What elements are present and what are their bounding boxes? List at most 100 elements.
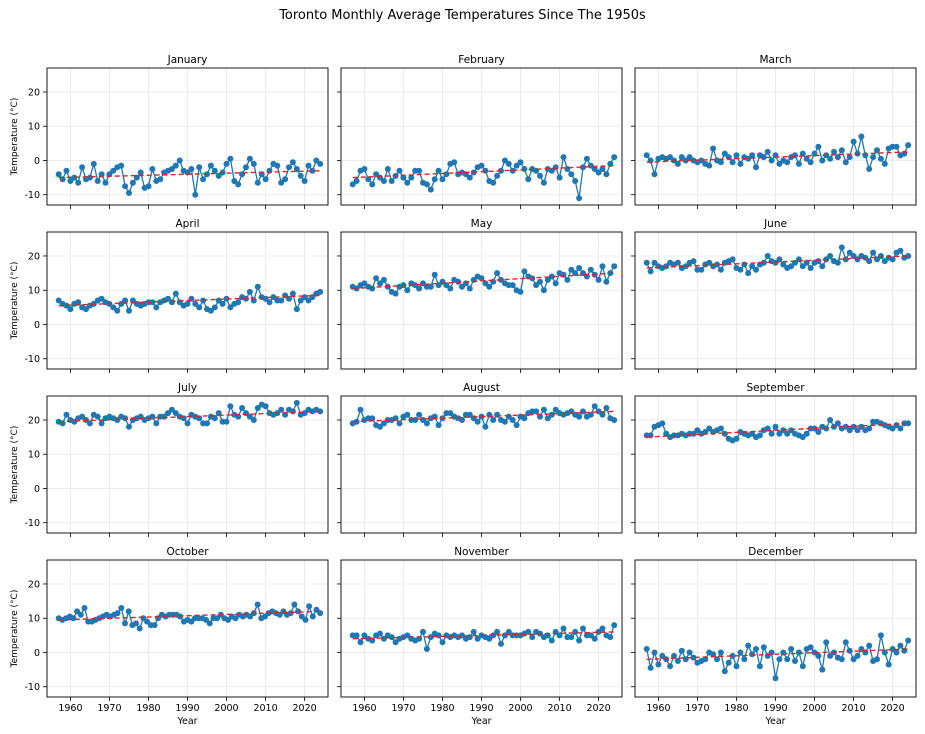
data-point	[889, 425, 896, 432]
x-axis-label: Year	[176, 716, 197, 727]
data-point	[745, 155, 752, 162]
data-point	[807, 265, 814, 271]
data-point	[357, 406, 364, 413]
data-point	[572, 178, 579, 184]
data-point	[505, 160, 512, 167]
data-point	[784, 656, 791, 663]
data-point	[587, 632, 594, 639]
x-tick-label: 2010	[253, 703, 277, 714]
data-point	[556, 174, 563, 181]
x-tick-label: 1970	[97, 703, 121, 714]
x-tick-label: 1990	[175, 703, 199, 714]
y-tick-label: -10	[24, 682, 40, 693]
trend-line	[646, 151, 909, 163]
data-point	[842, 159, 849, 166]
data-point	[815, 258, 822, 265]
data-point	[98, 295, 105, 302]
data-point	[309, 613, 316, 620]
data-point	[227, 304, 234, 311]
data-point	[870, 154, 877, 161]
data-point	[459, 417, 465, 423]
data-point	[63, 411, 70, 418]
data-point	[854, 427, 861, 434]
data-point	[776, 256, 783, 263]
subplot-title: September	[746, 382, 805, 394]
data-point	[846, 154, 853, 161]
data-point	[667, 154, 674, 161]
data-point	[416, 167, 423, 174]
x-tick-label: 1980	[430, 703, 454, 714]
data-point	[651, 649, 658, 656]
data-point	[270, 294, 277, 301]
data-point	[741, 261, 748, 268]
data-point	[643, 259, 650, 266]
data-point	[795, 649, 802, 656]
data-point	[780, 261, 787, 268]
x-tick-label: 2000	[802, 703, 826, 714]
data-point	[753, 164, 759, 171]
data-point	[525, 176, 532, 183]
data-point	[611, 154, 618, 161]
data-point	[94, 413, 101, 420]
y-tick-label: 10	[28, 450, 40, 461]
data-point	[196, 304, 203, 311]
data-point	[118, 300, 125, 307]
data-point	[165, 295, 171, 302]
data-point	[877, 253, 884, 259]
data-point	[671, 652, 677, 659]
data-point	[655, 661, 662, 668]
data-point	[850, 423, 857, 430]
data-point	[807, 159, 814, 166]
data-point	[714, 656, 720, 663]
data-point	[548, 167, 555, 174]
data-point	[235, 181, 242, 188]
data-point	[110, 167, 117, 174]
data-point	[686, 154, 693, 161]
data-point	[595, 276, 602, 283]
data-point	[77, 611, 84, 618]
data-point	[877, 632, 884, 639]
data-point	[540, 406, 547, 413]
trend-line	[646, 422, 909, 438]
data-point	[392, 639, 399, 646]
data-point	[404, 179, 411, 186]
data-point	[733, 435, 740, 442]
data-point	[651, 259, 658, 266]
data-point	[850, 253, 857, 259]
data-point	[544, 415, 551, 422]
data-point	[122, 297, 129, 304]
data-point	[223, 295, 230, 302]
subplot-title: December	[748, 546, 803, 558]
data-point	[792, 658, 798, 664]
subplot-july: July -10 0 10 20 Temperature (°C)	[10, 382, 329, 537]
data-point	[293, 306, 300, 313]
data-point	[67, 178, 74, 184]
data-point	[168, 299, 175, 306]
subplot-december: December 1960 1970 1980 1990 2000 2010 2020 Year	[631, 546, 917, 727]
data-point	[435, 422, 442, 429]
data-point	[291, 601, 298, 608]
data-point	[75, 299, 82, 306]
data-point	[760, 644, 767, 651]
x-tick-label: 1980	[724, 703, 748, 714]
data-point	[478, 275, 485, 282]
data-point	[501, 418, 508, 425]
data-point	[412, 282, 419, 289]
subplot-june: June	[631, 218, 917, 373]
data-point	[776, 656, 783, 663]
data-point	[599, 411, 606, 418]
data-point	[153, 420, 160, 427]
data-point	[788, 263, 795, 270]
data-point	[513, 162, 520, 169]
data-point	[803, 155, 810, 162]
data-point	[295, 608, 302, 615]
x-tick-label: 1960	[352, 703, 376, 714]
data-point	[380, 178, 387, 184]
data-point	[725, 659, 732, 666]
data-point	[301, 178, 308, 184]
data-point	[776, 160, 783, 167]
data-point	[302, 616, 309, 623]
data-point	[525, 628, 532, 635]
data-point	[795, 160, 802, 167]
